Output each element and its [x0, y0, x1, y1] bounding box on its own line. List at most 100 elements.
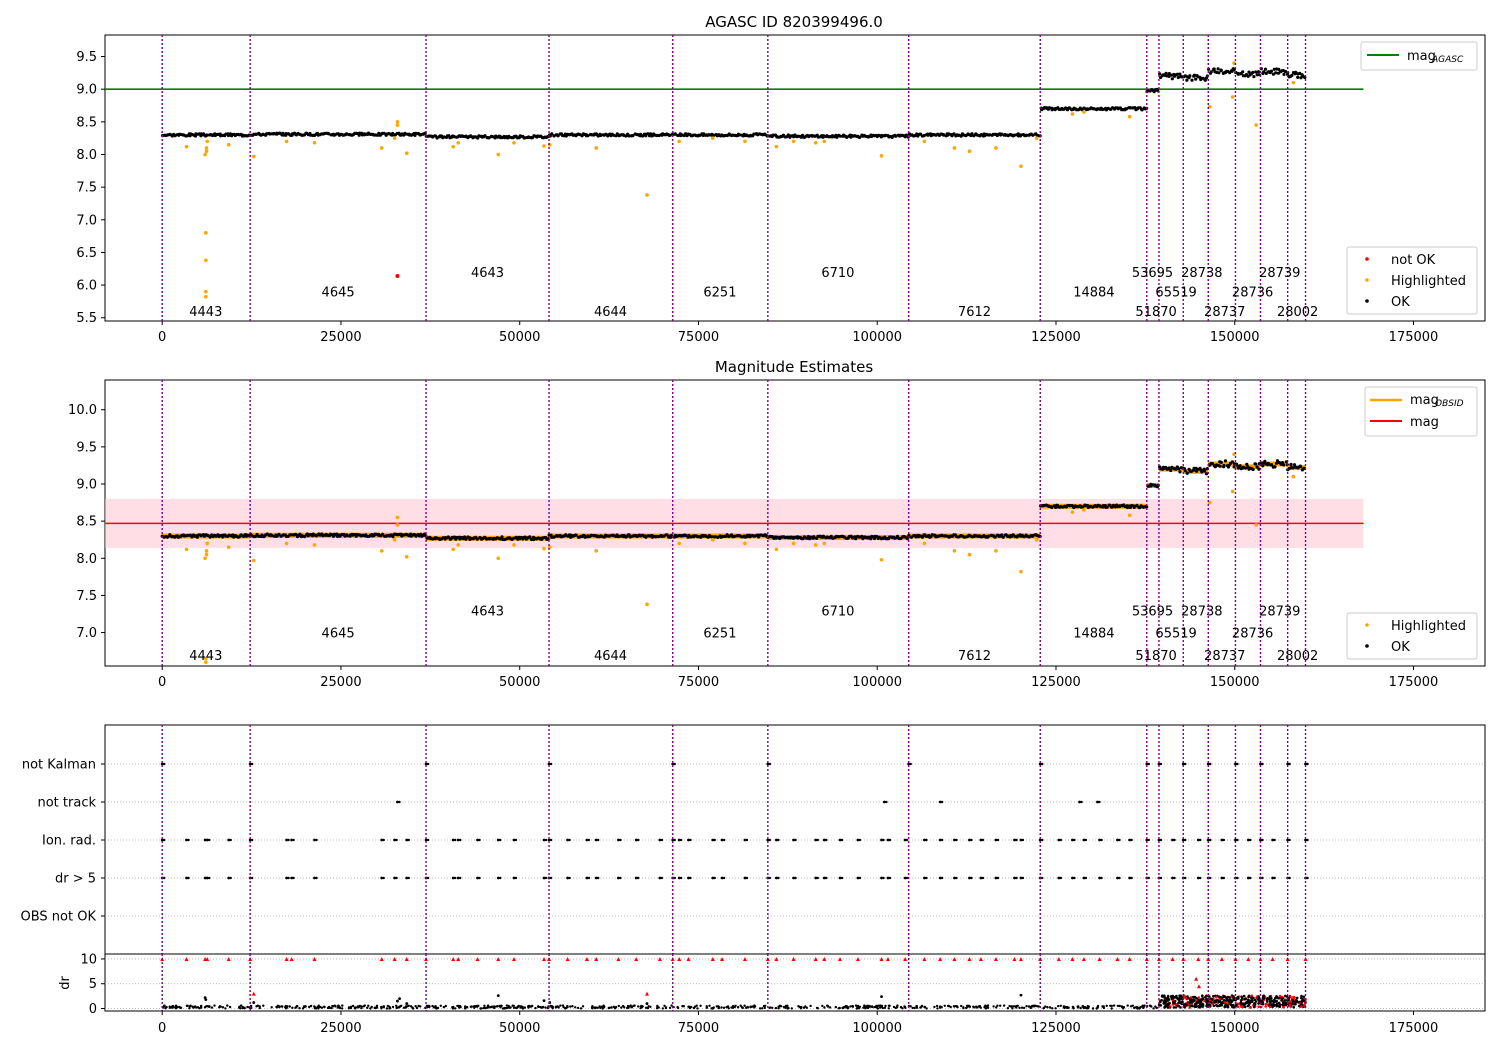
- dr-point: [617, 1004, 620, 1008]
- dr-point: [1031, 1004, 1035, 1008]
- dr-point: [682, 1005, 685, 1008]
- dr-point: [590, 1006, 594, 1009]
- ok-point: [1209, 70, 1213, 74]
- ok-point: [529, 537, 534, 542]
- highlighted-point: [203, 152, 207, 157]
- dr-point: [503, 1006, 507, 1010]
- dr-flagged-point: [634, 956, 639, 961]
- dr-point: [1172, 1002, 1176, 1005]
- dr-point: [1237, 1002, 1241, 1006]
- ok-point: [1169, 468, 1173, 473]
- dr-point: [1295, 996, 1299, 1000]
- ok-point: [1216, 67, 1220, 71]
- dr-point: [1235, 1003, 1238, 1007]
- dr-flagged-point: [822, 956, 827, 961]
- flag-event-point: [979, 838, 983, 842]
- ok-point: [1176, 72, 1180, 76]
- flag-event-point: [250, 838, 254, 842]
- flag-event-point: [722, 838, 726, 842]
- highlighted-point: [879, 153, 884, 158]
- dr-flagged-point: [475, 956, 480, 961]
- dr-point: [1166, 998, 1170, 1002]
- flag-event-point: [459, 838, 462, 842]
- highlighted-point: [379, 146, 384, 150]
- obsid-label: 28002: [1277, 305, 1318, 320]
- flag-event-point: [1071, 838, 1074, 842]
- ok-point: [1167, 72, 1171, 76]
- flag-event-point: [745, 838, 749, 842]
- dr-point: [593, 1006, 596, 1009]
- flag-event-point: [1273, 838, 1276, 842]
- highlighted-point: [1082, 110, 1086, 114]
- dr-point: [915, 1006, 919, 1009]
- flag-event-point: [585, 838, 589, 842]
- flag-event-point: [838, 876, 842, 880]
- dr-point: [739, 1004, 742, 1007]
- dr-point: [1054, 1007, 1057, 1010]
- flag-event-point: [382, 876, 385, 880]
- flag-event-point: [938, 876, 942, 880]
- dr-point: [1218, 995, 1221, 999]
- dr-point: [242, 1006, 245, 1009]
- dr-point: [598, 1005, 601, 1008]
- flag-event-point: [679, 876, 683, 880]
- flag-event-point: [1059, 876, 1063, 880]
- panel4-frame: [104, 953, 1486, 1012]
- flag-event-point: [1249, 838, 1252, 842]
- dr-point: [213, 1004, 216, 1007]
- ok-point: [327, 132, 331, 136]
- dr-point: [708, 1004, 711, 1007]
- dr-flagged-point: [496, 956, 501, 961]
- dr-point: [668, 1006, 672, 1010]
- dr-point: [375, 1006, 379, 1009]
- flag-event-point: [814, 876, 818, 880]
- highlighted-point: [645, 602, 649, 607]
- flag-event-point: [996, 876, 1000, 880]
- dr-flagged-point: [1219, 956, 1224, 961]
- ok-point: [1211, 462, 1215, 466]
- dr-point: [1085, 1006, 1088, 1010]
- dr-point: [1225, 1005, 1228, 1008]
- dr-point: [320, 1006, 324, 1009]
- flag-event-point: [1118, 876, 1121, 880]
- dr-point: [856, 1004, 860, 1008]
- y-tick-label: 6.0: [76, 279, 97, 294]
- flag-event-point: [1171, 838, 1174, 842]
- flag-event-point: [882, 838, 885, 842]
- flag-event-point: [407, 876, 410, 880]
- dr-point: [366, 1006, 369, 1009]
- dr-point: [1150, 1005, 1153, 1008]
- dr-point: [1296, 1000, 1300, 1004]
- dr-point: [1197, 1001, 1200, 1004]
- dr-point: [876, 1005, 879, 1008]
- flag-event-point: [822, 876, 826, 880]
- dr-point: [1131, 1004, 1135, 1007]
- dr-point: [1161, 994, 1164, 997]
- flag-event-point: [1038, 762, 1042, 766]
- dr-point: [639, 1006, 642, 1010]
- flag-event-point: [816, 876, 819, 880]
- x-tick-label: 175000: [1389, 330, 1439, 345]
- dr-point: [1044, 1005, 1047, 1008]
- flag-event-point: [1173, 876, 1176, 880]
- ok-points-segment: [1039, 503, 1149, 510]
- flag-event-point: [1100, 838, 1103, 842]
- y-tick-label: 7.5: [76, 589, 97, 604]
- flag-event-point: [478, 838, 481, 842]
- ok-point: [942, 133, 946, 137]
- flag-event-point: [566, 876, 570, 880]
- obsid-label: 51870: [1135, 649, 1176, 664]
- flag-event-point: [907, 762, 911, 766]
- dr-point: [1280, 997, 1284, 1000]
- ok-point: [673, 132, 677, 136]
- obsid-label: 51870: [1135, 305, 1176, 320]
- obsid-label: 6710: [821, 604, 854, 619]
- ok-point: [631, 134, 635, 138]
- flag-event-point: [766, 762, 770, 766]
- flag-event-point: [160, 838, 164, 842]
- flag-event-point: [407, 838, 410, 842]
- flag-event-point: [825, 838, 828, 842]
- flag-event-point: [1259, 838, 1262, 842]
- dr-point: [1232, 998, 1236, 1001]
- dr-point: [258, 1005, 261, 1008]
